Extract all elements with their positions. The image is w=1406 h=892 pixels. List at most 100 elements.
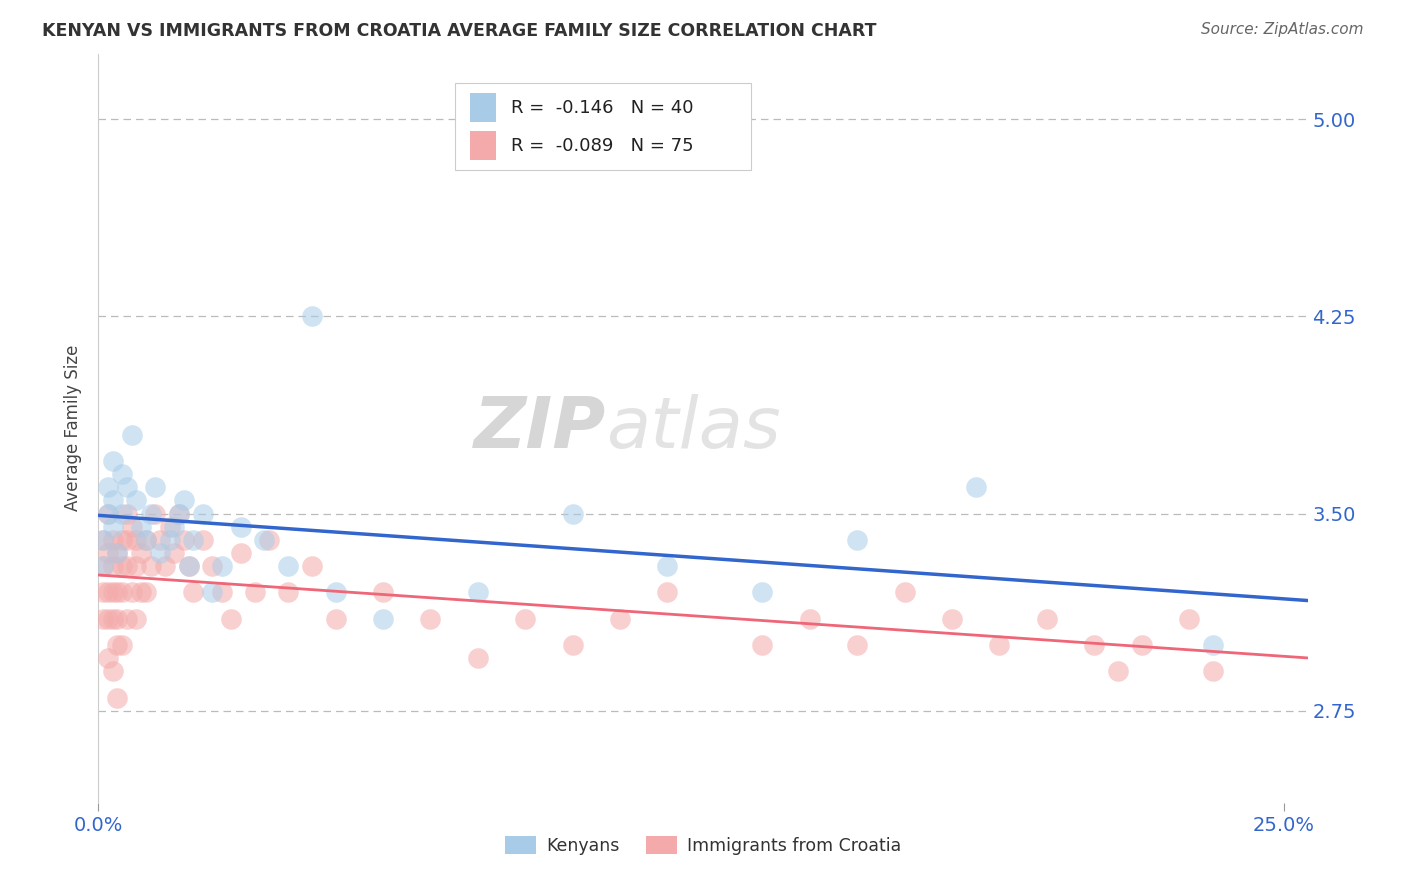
- Point: [115, 612, 138, 626]
- Point: [965, 480, 987, 494]
- Point: [129, 585, 152, 599]
- Point: [101, 533, 124, 547]
- Point: [125, 493, 148, 508]
- Point: [139, 507, 162, 521]
- Text: ZIP: ZIP: [474, 393, 606, 463]
- Point: [181, 585, 204, 599]
- Point: [201, 585, 224, 599]
- Point: [101, 559, 124, 574]
- Text: KENYAN VS IMMIGRANTS FROM CROATIA AVERAGE FAMILY SIZE CORRELATION CHART: KENYAN VS IMMIGRANTS FROM CROATIA AVERAG…: [42, 22, 877, 40]
- Point: [121, 585, 143, 599]
- Point: [1202, 638, 1225, 652]
- Point: [657, 585, 679, 599]
- Point: [159, 520, 181, 534]
- Point: [846, 533, 869, 547]
- Point: [751, 638, 773, 652]
- Point: [101, 612, 124, 626]
- Point: [91, 559, 114, 574]
- Point: [253, 533, 276, 547]
- Point: [115, 559, 138, 574]
- Point: [561, 638, 583, 652]
- Point: [419, 612, 441, 626]
- Point: [101, 520, 124, 534]
- Point: [111, 507, 134, 521]
- Point: [153, 559, 176, 574]
- FancyBboxPatch shape: [456, 84, 751, 169]
- Point: [173, 533, 195, 547]
- Point: [125, 612, 148, 626]
- Point: [97, 651, 120, 665]
- Point: [301, 310, 323, 324]
- Point: [121, 427, 143, 442]
- Point: [277, 585, 299, 599]
- Point: [177, 559, 200, 574]
- Point: [561, 507, 583, 521]
- Point: [167, 507, 190, 521]
- Point: [135, 585, 157, 599]
- Point: [125, 533, 148, 547]
- Point: [325, 612, 347, 626]
- Point: [125, 559, 148, 574]
- Y-axis label: Average Family Size: Average Family Size: [65, 345, 83, 511]
- Point: [101, 665, 124, 679]
- Legend: Kenyans, Immigrants from Croatia: Kenyans, Immigrants from Croatia: [498, 829, 908, 862]
- Point: [97, 507, 120, 521]
- Point: [325, 585, 347, 599]
- Point: [1036, 612, 1059, 626]
- Point: [105, 546, 128, 560]
- Point: [97, 585, 120, 599]
- Text: R =  -0.146   N = 40: R = -0.146 N = 40: [510, 99, 693, 117]
- Point: [135, 533, 157, 547]
- Point: [371, 585, 394, 599]
- Point: [115, 507, 138, 521]
- Point: [1202, 665, 1225, 679]
- Point: [657, 559, 679, 574]
- Point: [799, 612, 821, 626]
- Point: [846, 638, 869, 652]
- Point: [105, 690, 128, 705]
- Point: [173, 493, 195, 508]
- Point: [191, 533, 214, 547]
- Text: Source: ZipAtlas.com: Source: ZipAtlas.com: [1201, 22, 1364, 37]
- Point: [105, 638, 128, 652]
- Point: [1178, 612, 1201, 626]
- Point: [163, 520, 186, 534]
- Point: [97, 612, 120, 626]
- Point: [115, 480, 138, 494]
- Point: [191, 507, 214, 521]
- Point: [988, 638, 1011, 652]
- Point: [177, 559, 200, 574]
- Point: [101, 585, 124, 599]
- Text: atlas: atlas: [606, 393, 780, 463]
- Point: [609, 612, 631, 626]
- Point: [229, 546, 252, 560]
- Point: [301, 559, 323, 574]
- Point: [211, 585, 233, 599]
- Point: [143, 507, 166, 521]
- Point: [91, 533, 114, 547]
- Point: [101, 493, 124, 508]
- Point: [277, 559, 299, 574]
- Point: [201, 559, 224, 574]
- Point: [143, 480, 166, 494]
- Point: [163, 546, 186, 560]
- Point: [139, 559, 162, 574]
- Point: [149, 546, 172, 560]
- Point: [111, 533, 134, 547]
- Point: [1107, 665, 1129, 679]
- Point: [219, 612, 242, 626]
- Point: [211, 559, 233, 574]
- Point: [101, 454, 124, 468]
- Point: [115, 533, 138, 547]
- Point: [257, 533, 280, 547]
- Point: [1130, 638, 1153, 652]
- Point: [91, 585, 114, 599]
- Point: [229, 520, 252, 534]
- Point: [111, 467, 134, 482]
- Point: [1083, 638, 1105, 652]
- Point: [111, 585, 134, 599]
- Point: [111, 559, 134, 574]
- Point: [91, 559, 114, 574]
- Point: [121, 520, 143, 534]
- Bar: [470, 94, 496, 122]
